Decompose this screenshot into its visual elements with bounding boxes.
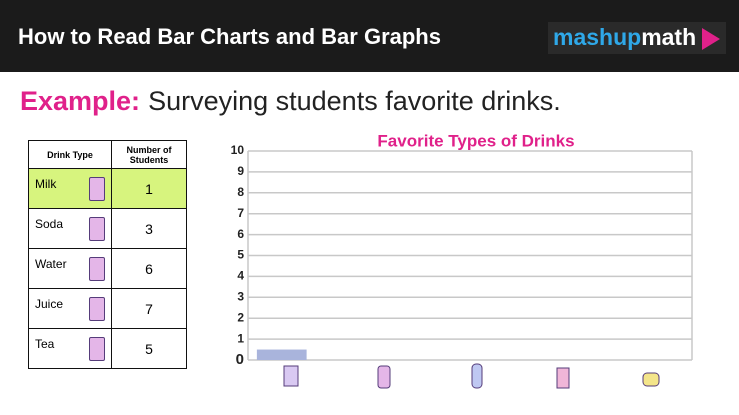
example: Example: Surveying students favorite drin… — [20, 86, 561, 116]
icon — [556, 367, 570, 389]
y-tick-label: 3 — [237, 289, 244, 303]
table-row: Water 6 — [28, 248, 187, 289]
brand-box — [548, 22, 726, 54]
cell-text: Tea — [35, 336, 55, 351]
table-cell: Milk — [28, 168, 112, 209]
header-title: How to Read Bar Charts and Bar Graphs — [18, 24, 441, 49]
data-table: Drink Type Number of Students Milk 1 Soda 3 W… — [28, 140, 187, 369]
y-tick-label: 8 — [237, 185, 244, 199]
cell-text: 6 — [145, 260, 153, 277]
example-text: Surveying students favorite drinks. — [148, 86, 561, 116]
icon — [471, 363, 483, 389]
table-cell: Soda — [28, 208, 112, 249]
icon — [642, 372, 660, 387]
y-tick-label: 5 — [237, 248, 244, 262]
cell-text: 3 — [145, 220, 153, 237]
icons — [283, 363, 660, 389]
table-cell: 6 — [111, 248, 187, 289]
icon — [89, 176, 105, 201]
icon — [89, 296, 105, 321]
cell-text: Water — [35, 256, 67, 271]
table-cell: 5 — [111, 328, 187, 369]
cell-text: 7 — [145, 300, 153, 317]
table-cell: Tea — [28, 328, 112, 369]
cell-text: Milk — [35, 176, 57, 191]
example-label: Example: — [20, 86, 140, 116]
table-cell: 3 — [111, 208, 187, 249]
y-tick-label: 2 — [237, 310, 244, 324]
table-row: Milk 1 — [28, 168, 187, 209]
table-row: Tea 5 — [28, 328, 187, 369]
y-tick-label: 7 — [237, 206, 244, 220]
icon — [377, 365, 391, 389]
cell-text: Soda — [35, 216, 64, 231]
cell-text: 5 — [145, 340, 153, 357]
cell-text: 1 — [145, 180, 153, 197]
brand: mashupmath — [553, 24, 696, 50]
brand-arrow — [702, 28, 720, 50]
table-row: Juice 7 — [28, 288, 187, 329]
icon — [89, 216, 105, 241]
y-tick-label: 1 — [237, 331, 244, 345]
bar — [256, 349, 307, 360]
column-header: Drink Type — [28, 140, 112, 169]
brand-second: math — [641, 24, 696, 50]
table-row: Soda 3 — [28, 208, 187, 249]
y-tick-label: 6 — [237, 227, 244, 241]
table-cell: 1 — [111, 168, 187, 209]
icon — [89, 336, 105, 361]
brand-first: mashup — [553, 24, 641, 50]
cell-text: Juice — [35, 296, 64, 311]
chart-title: Favorite Types of Drinks — [377, 131, 574, 150]
icon — [283, 365, 299, 387]
y-tick-label: 9 — [237, 164, 244, 178]
column-header: Number of Students — [111, 140, 187, 169]
icon — [89, 256, 105, 281]
y-tick-label: 10 — [231, 143, 245, 157]
table-cell: Water — [28, 248, 112, 289]
table-cell: 7 — [111, 288, 187, 329]
table-cell: Juice — [28, 288, 112, 329]
y-tick-label: 4 — [237, 269, 244, 283]
y-tick-label: 0 — [236, 351, 244, 368]
